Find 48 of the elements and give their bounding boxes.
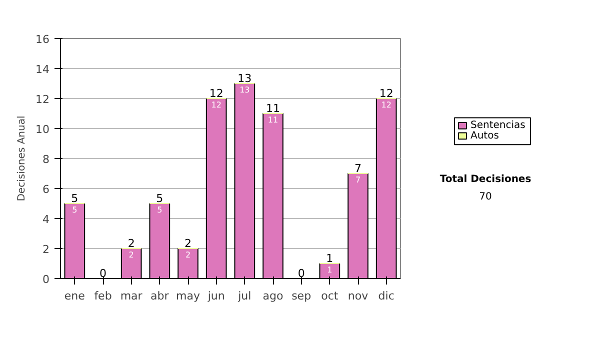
y-tick-label: 14 (36, 63, 50, 76)
data-label: 7 (355, 176, 361, 184)
y-tick-label: 6 (42, 183, 50, 196)
x-tick-label: ene (64, 290, 86, 302)
x-tick-label: may (176, 290, 200, 302)
y-tick-label: 4 (42, 213, 50, 226)
x-tick-label: mar (120, 290, 143, 302)
y-tick-label: 12 (36, 93, 50, 106)
total-label: 13 (238, 72, 252, 85)
text: 70 (479, 191, 492, 202)
total-label: 2 (128, 237, 135, 250)
total-label: 12 (209, 87, 224, 100)
legend-label: Sentencias (470, 120, 526, 132)
total-label: 11 (266, 102, 280, 115)
data-label: 5 (72, 206, 78, 214)
y-axis-title: Decisiones Anual (16, 116, 28, 202)
total-label: 1 (326, 252, 334, 265)
y-tick-label: 0 (42, 273, 50, 286)
data-label: 12 (211, 100, 222, 110)
total-label: 5 (156, 192, 164, 205)
y-tick-label: 8 (42, 153, 50, 166)
total-label: 0 (298, 267, 305, 280)
x-tick-label: ago (262, 290, 284, 302)
legend-label: Autos (470, 130, 499, 142)
x-tick-label: oct (321, 290, 339, 302)
x-tick-label: dic (378, 290, 394, 302)
data-label: 12 (381, 100, 392, 110)
x-tick-label: jul (237, 290, 252, 302)
text: Total Decisiones (440, 174, 532, 186)
y-tick-label: 10 (36, 123, 50, 136)
x-tick-label: sep (292, 290, 312, 302)
total-label: 5 (71, 192, 78, 205)
y-tick-label: 16 (36, 33, 50, 46)
data-label: 11 (268, 116, 278, 124)
data-label: 13 (240, 86, 250, 94)
x-tick-label: nov (348, 290, 369, 302)
total-label: 0 (100, 267, 106, 280)
y-tick-label: 2 (42, 243, 50, 256)
data-label: 5 (157, 206, 162, 214)
x-tick-label: jun (206, 290, 225, 302)
data-label: 2 (185, 250, 191, 260)
total-label: 2 (184, 237, 192, 250)
total-label: 12 (379, 87, 394, 100)
x-tick-label: feb (94, 290, 112, 302)
total-label: 7 (354, 162, 362, 175)
x-tick-label: abr (150, 290, 170, 302)
data-label: 1 (327, 266, 332, 274)
data-label: 2 (128, 250, 134, 260)
